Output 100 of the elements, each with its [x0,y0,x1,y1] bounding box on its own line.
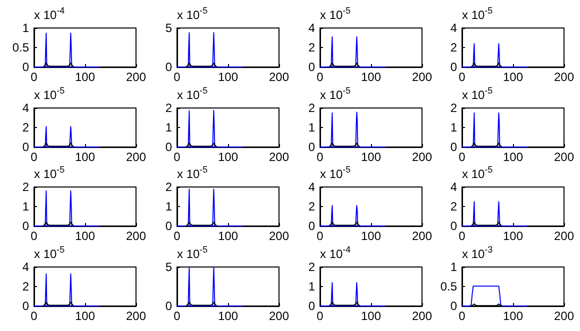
y-tick-label: 2 [308,200,316,214]
x-tick-label: 0 [174,229,181,243]
y-tick-label: 0 [22,60,30,74]
x-tick-label: 100 [218,229,238,243]
y-tick-label: 1 [450,260,458,274]
y-tick-label: 2 [308,260,316,274]
x-tick-label: 0 [30,229,38,243]
x-tick-label: 0 [316,150,324,164]
x-tick-label: 200 [126,229,146,243]
y-tick-label: 0 [308,219,316,233]
x-tick-label: 0 [458,150,466,164]
y-tick-label: 4 [308,180,316,194]
y-tick-label: 4 [450,21,458,35]
x-tick-label: 100 [218,150,238,164]
y-tick-label: 0 [165,299,172,313]
y-tick-label: 2 [450,40,458,54]
y-tick-label: 1 [165,120,172,134]
y-tick-label: 0 [165,140,172,154]
x-tick-label: 200 [268,150,290,164]
y-tick-label: 0 [308,60,316,74]
x-tick-label: 200 [268,229,290,243]
y-tick-label: 0 [308,140,316,154]
x-tick-label: 0 [174,309,181,323]
x-tick-label: 100 [360,70,382,84]
x-tick-label: 100 [218,309,238,323]
x-tick-label: 0 [174,70,181,84]
y-tick-label: 0.5 [440,280,458,294]
x-tick-label: 100 [74,309,96,323]
x-tick-label: 0 [30,309,38,323]
y-tick-label: 2 [22,180,30,194]
x-tick-label: 200 [268,309,290,323]
y-tick-label: 1 [165,200,172,214]
line-series [34,32,100,68]
line-series [462,201,528,226]
line-series [320,282,386,306]
y-tick-label: 0.5 [12,40,30,54]
x-tick-label: 200 [412,150,432,164]
y-tick-label: 1 [22,200,30,214]
y-tick-label: 0 [22,219,30,233]
y-tick-label: 4 [22,101,30,115]
x-tick-label: 0 [458,70,466,84]
x-tick-label: 0 [30,150,38,164]
y-tick-label: 0 [22,299,30,313]
y-tick-label: 2 [22,280,30,294]
line-series [34,273,100,306]
line-series [34,190,100,226]
x-tick-label: 100 [218,70,238,84]
y-tick-label: 0 [165,60,172,74]
x-tick-label: 200 [412,70,432,84]
x-tick-label: 0 [316,309,324,323]
x-tick-label: 200 [554,309,574,323]
line-series [462,112,528,148]
x-tick-label: 200 [412,229,432,243]
y-tick-label: 4 [450,180,458,194]
y-tick-label: 0 [450,60,458,74]
line-series [34,126,100,148]
x-tick-label: 200 [268,70,290,84]
y-tick-label: 0 [22,140,30,154]
y-tick-label: 1 [22,21,30,35]
x-tick-label: 0 [316,229,324,243]
y-tick-label: 0 [450,299,458,313]
y-tick-label: 2 [165,101,172,115]
x-tick-label: 0 [316,70,324,84]
x-tick-label: 100 [502,150,524,164]
x-tick-label: 200 [554,70,574,84]
x-tick-label: 200 [126,70,146,84]
y-tick-label: 5 [165,21,172,35]
x-tick-label: 100 [74,150,96,164]
y-tick-label: 2 [308,101,316,115]
x-tick-label: 100 [74,229,96,243]
x-tick-label: 200 [554,229,574,243]
line-series [462,43,528,68]
x-tick-label: 100 [360,229,382,243]
x-tick-label: 100 [74,70,96,84]
y-tick-label: 0 [308,299,316,313]
y-tick-label: 0 [165,219,172,233]
x-tick-label: 100 [502,229,524,243]
line-series [462,286,528,306]
y-tick-label: 2 [450,200,458,214]
y-tick-label: 4 [308,21,316,35]
y-tick-label: 1 [308,280,316,294]
x-tick-label: 0 [30,70,38,84]
y-tick-label: 0 [450,140,458,154]
line-series [320,36,386,68]
x-tick-label: 100 [360,309,382,323]
x-tick-label: 200 [412,309,432,323]
y-tick-label: 2 [165,180,172,194]
x-tick-label: 0 [458,309,466,323]
y-tick-label: 0 [450,219,458,233]
y-tick-label: 2 [22,120,30,134]
y-tick-label: 2 [450,101,458,115]
y-tick-label: 1 [308,120,316,134]
y-tick-label: 2 [308,40,316,54]
x-tick-label: 200 [126,309,146,323]
x-tick-label: 200 [554,150,574,164]
x-tick-label: 200 [126,150,146,164]
x-tick-label: 100 [502,309,524,323]
line-series [176,32,243,68]
x-tick-label: 100 [360,150,382,164]
x-tick-label: 0 [458,229,466,243]
